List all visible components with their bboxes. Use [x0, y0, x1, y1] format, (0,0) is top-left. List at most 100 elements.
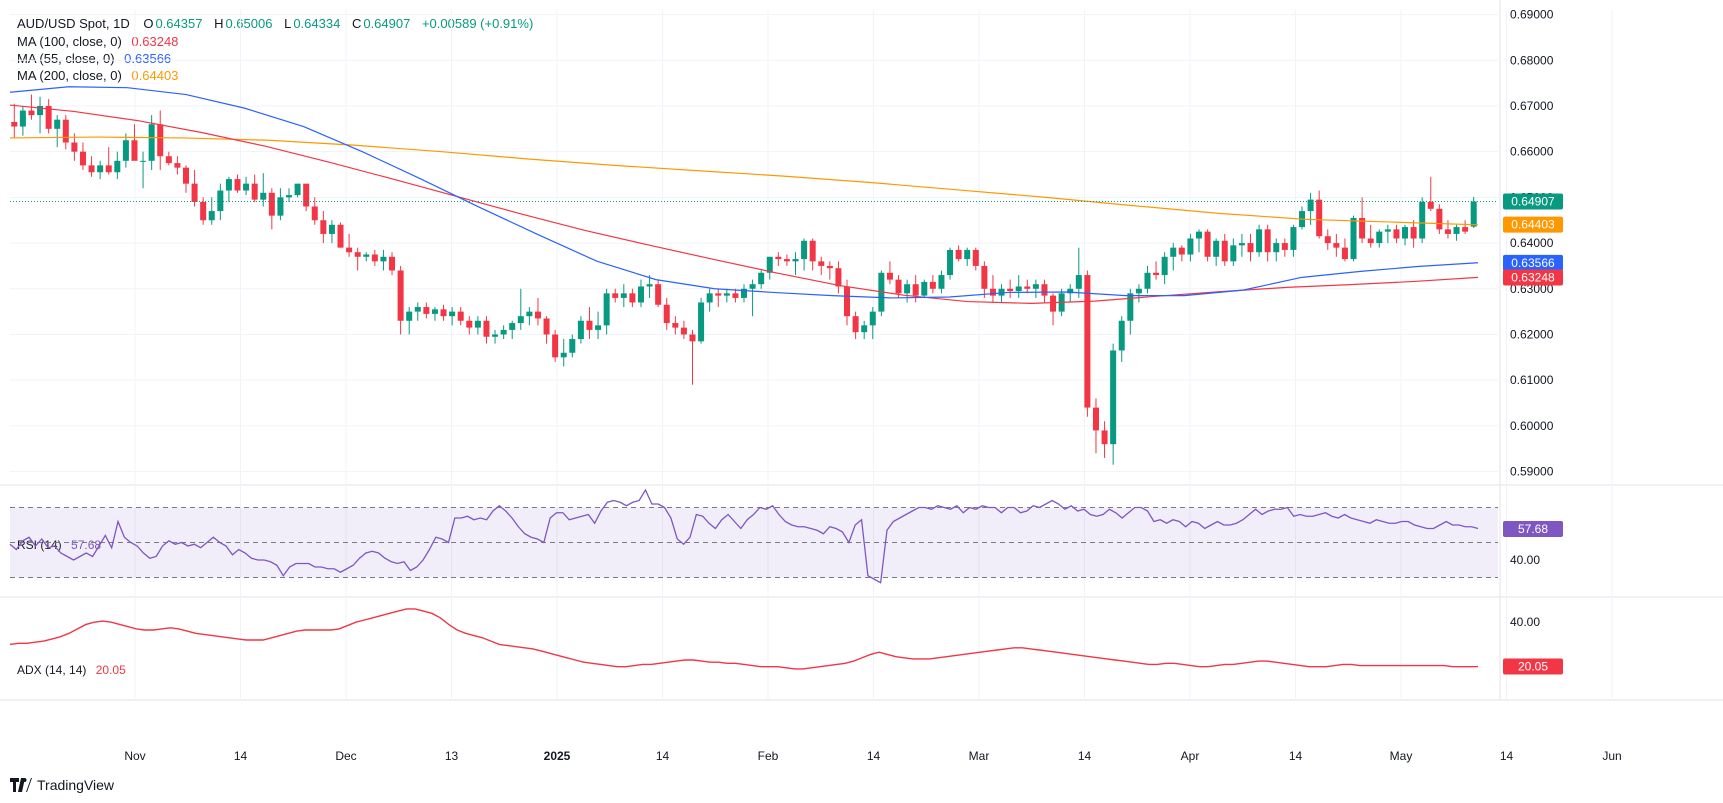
ma100-legend: MA (100, close, 0) 0.63248 [17, 34, 180, 49]
candle-body [861, 325, 868, 333]
candle-body [346, 247, 353, 253]
time-tick-label: Dec [335, 749, 356, 763]
time-tick-label: 14 [1289, 749, 1303, 763]
change-value: +0.00589 (+0.91%) [421, 16, 534, 31]
ma200-value: 0.64403 [131, 68, 179, 83]
time-tick-label: 13 [445, 749, 459, 763]
candle-body [1230, 245, 1237, 262]
rsi-legend: RSI (14) 57.68 [17, 538, 103, 552]
candle-body [955, 249, 962, 260]
price-tick-label: 0.67000 [1510, 99, 1554, 113]
candle-body [1462, 227, 1469, 232]
candle-body [732, 293, 739, 298]
candle-body [1084, 275, 1091, 408]
candle-body [440, 309, 447, 317]
time-tick-label: 14 [1500, 749, 1514, 763]
candle-body [672, 323, 679, 328]
candle-body [517, 316, 524, 324]
candle-body [28, 110, 35, 116]
candle-body [1281, 243, 1288, 250]
ma100-value: 0.63248 [131, 34, 179, 49]
price-tick-label: 0.60000 [1510, 419, 1554, 433]
candle-body [354, 252, 361, 257]
candle-body [37, 105, 44, 116]
rsi-label: RSI (14) [17, 538, 62, 552]
candle-body [1195, 231, 1202, 239]
candle-body [775, 256, 782, 260]
candle-body [431, 309, 438, 314]
candle-body [758, 272, 765, 285]
candle-body [1384, 229, 1391, 232]
ma200-label: MA (200, close, 0) [17, 68, 122, 83]
ma100-badge-label: 0.63248 [1511, 270, 1555, 284]
ma100-line [9, 104, 1479, 304]
candle-body [363, 254, 370, 257]
high-label: H [214, 16, 224, 31]
candle-body [792, 259, 799, 262]
adx-value: 20.05 [95, 663, 126, 677]
candle-body [698, 302, 705, 342]
candle-body [1127, 293, 1134, 321]
time-tick-label: 14 [656, 749, 670, 763]
candle-body [981, 265, 988, 289]
symbol-title: AUD/USD Spot, 1D [17, 16, 130, 31]
price-tick-label: 0.68000 [1510, 53, 1554, 67]
candle-body [234, 179, 241, 191]
open-value: 0.64357 [155, 16, 203, 31]
candle-body [1436, 208, 1443, 230]
candle-body [964, 249, 971, 260]
candle-body [1264, 229, 1271, 253]
candle-body [1204, 231, 1211, 257]
candle-body [303, 183, 310, 207]
symbol-legend: AUD/USD Spot, 1D O 0.64357 H 0.65006 L 0.64… [17, 16, 535, 31]
candle-body [54, 119, 61, 129]
candle-body [886, 272, 893, 280]
candle-body [1367, 238, 1374, 244]
time-tick-label: Nov [124, 749, 145, 763]
candle-body [268, 192, 275, 216]
candle-body [457, 311, 464, 321]
candle-body [612, 293, 619, 298]
candle-body [140, 160, 147, 162]
adx-legend: ADX (14, 14) 20.05 [17, 663, 128, 677]
candle-body [1256, 229, 1263, 253]
adx-tick-label: 40.00 [1510, 615, 1540, 629]
brand-label: TradingView [37, 777, 115, 793]
ma200-badge [1503, 216, 1563, 233]
candle-body [148, 124, 155, 161]
candle-body [251, 183, 258, 200]
candle-body [466, 320, 473, 328]
candle-body [165, 156, 172, 164]
candle-body [620, 293, 627, 298]
candle-body [1273, 243, 1280, 253]
candle-body [844, 286, 851, 317]
candle-body [1101, 430, 1108, 445]
candle-body [569, 339, 576, 353]
rsi-value: 57.68 [71, 538, 101, 552]
candle-body [706, 293, 713, 303]
time-tick-label: Jun [1602, 749, 1621, 763]
candle-body [1118, 320, 1125, 351]
candle-body [1153, 272, 1160, 276]
open-label: O [143, 16, 154, 31]
ma55-badge [1503, 254, 1563, 271]
candle-body [526, 311, 533, 317]
candle-body [534, 311, 541, 319]
tradingview-logo-icon [10, 778, 32, 792]
ma100-badge [1503, 269, 1563, 286]
ma55-value: 0.63566 [124, 51, 172, 66]
candle-body [1144, 272, 1151, 289]
last-price-badge-label: 0.64907 [1511, 194, 1555, 208]
candle-body [938, 275, 945, 289]
candle-body [1393, 229, 1400, 239]
price-tick-label: 0.61000 [1510, 373, 1554, 387]
ma100-label: MA (100, close, 0) [17, 34, 122, 49]
candle-body [1032, 284, 1039, 289]
candle-body [88, 165, 95, 173]
time-tick-label: 14 [867, 749, 881, 763]
candle-body [801, 240, 808, 260]
candle-body [972, 249, 979, 266]
tradingview-brand[interactable]: TradingView [10, 777, 114, 793]
candle-body [260, 192, 267, 200]
